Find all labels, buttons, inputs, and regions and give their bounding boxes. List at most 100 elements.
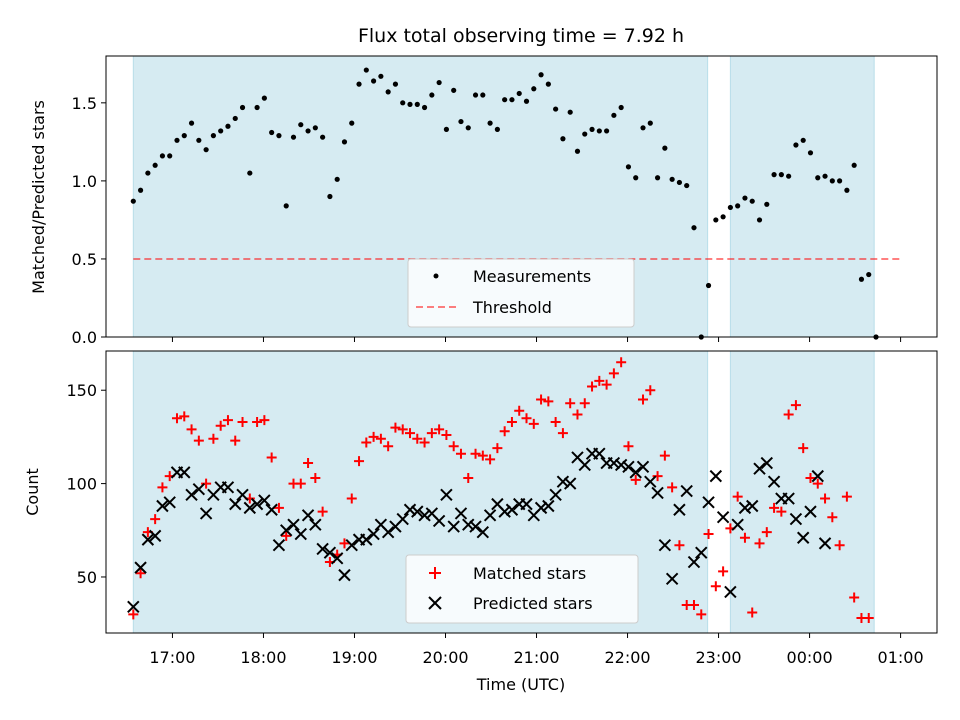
measurement-point [837,178,843,184]
predicted-star-point [163,496,176,509]
measurement-point [254,104,260,111]
matched-star-marker [550,416,561,427]
y-tick-label: 0.5 [72,250,97,269]
predicted-star-point [462,518,475,531]
matched-star-marker [230,435,241,446]
predicted-star-marker [221,481,235,494]
matched-star-point [506,416,517,427]
matched-star-marker [557,428,568,439]
matched-star-point [179,411,190,422]
matched-star-point [565,398,576,409]
measurement-point [451,87,457,93]
predicted-star-point [680,484,693,498]
matched-star-point [652,471,663,482]
y-tick-label: 100 [66,475,97,494]
matched-star-marker [638,394,649,405]
matched-star-point [849,592,860,603]
measurement-point [225,123,231,129]
matched-star-marker [237,416,248,427]
matched-star-marker [841,491,852,502]
measurement-point [618,104,624,111]
predicted-star-point [811,469,824,483]
predicted-star-marker [236,488,249,502]
matched-star-marker [572,409,583,420]
predicted-star-point [330,552,344,565]
measurement-point [691,225,697,231]
matched-star-point [638,394,649,405]
measurement-point [720,214,726,220]
matched-star-point [587,381,598,392]
matched-star-marker [477,450,488,461]
matched-star-marker [157,482,168,493]
predicted-star-point [593,447,606,460]
measurement-point [742,195,748,201]
measurement-point [137,187,144,193]
threshold-legend-label: Threshold [472,298,552,317]
matched-star-marker [375,433,386,444]
matched-star-point [623,441,634,452]
ratio-y-ticks: 0.0 0.5 1.0 1.5 [72,94,106,347]
matched-star-point [448,441,459,452]
ratio-axes-frame [105,55,938,338]
measurement-point [320,134,326,140]
matched-star-point [222,415,233,426]
measurements-legend-marker [433,273,439,279]
predicted-star-marker [607,456,621,470]
measurement-point [283,203,289,209]
predicted-legend-marker [428,596,442,610]
matched-star-marker [215,420,226,431]
measurement-point [341,139,348,145]
predicted-star-point [483,509,497,522]
x-tick-label: 21:00 [513,648,559,667]
predicted-star-marker [695,546,708,559]
matched-star-marker [732,491,743,502]
predicted-star-marker [542,499,555,513]
measurement-point [429,92,435,98]
matched-star-point [834,540,845,551]
matched-star-marker [812,478,823,489]
measurement-point [684,182,690,189]
predicted-star-marker [454,507,468,520]
measurement-point [385,89,391,95]
measurement-point [851,162,857,168]
predicted-star-point [381,525,395,539]
matched-star-marker [783,409,794,420]
measurement-point [196,137,202,143]
matched-star-marker [739,532,750,543]
matched-star-marker [186,424,197,435]
measurement-point [436,79,442,86]
matched-legend-label: Matched stars [473,564,586,583]
measurement-point [407,101,413,107]
matched-star-marker [514,405,525,416]
y-tick-label: 50 [77,568,97,587]
matched-star-point [157,482,168,493]
predicted-star-marker [563,477,577,490]
matched-star-marker [667,482,678,493]
predicted-star-point [440,488,453,502]
matched-star-marker [492,443,503,454]
predicted-star-marker [658,539,672,552]
measurement-point [582,131,588,137]
predicted-star-marker [360,533,373,546]
predicted-star-marker [818,537,832,550]
matched-star-point [608,368,619,379]
measurement-point [327,193,333,200]
predicted-star-point [367,527,380,541]
predicted-star-point [782,492,795,505]
measurement-point [778,172,784,178]
measurement-point [421,104,428,111]
observing-window-2 [729,55,875,338]
matched-star-point [390,422,401,433]
matched-star-point [688,599,699,610]
predicted-star-marker [593,447,606,460]
measurement-point [305,128,311,134]
predicted-star-marker [432,514,446,528]
predicted-star-point [695,546,708,559]
measurement-point [509,97,515,103]
matched-star-marker [128,609,139,620]
ratio-y-axis-label: Matched/Predicted stars [29,100,48,294]
predicted-star-point [724,585,737,599]
predicted-star-marker [651,486,664,500]
matched-star-point [375,433,386,444]
